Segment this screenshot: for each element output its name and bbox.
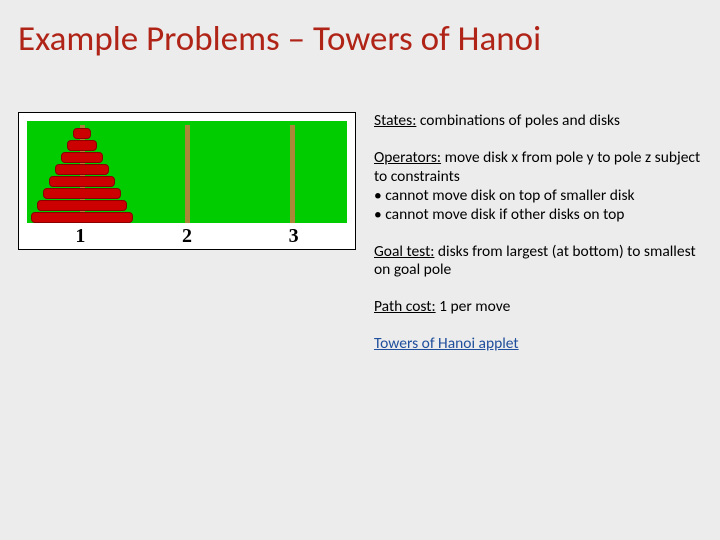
pole-2 <box>185 125 190 223</box>
goal-para: Goal test: disks from largest (at bottom… <box>374 243 706 281</box>
pole-label-2: 2 <box>134 223 241 249</box>
states-body: combinations of poles and disks <box>416 111 620 130</box>
disk-4 <box>55 164 109 175</box>
operators-label: Operators: <box>374 148 441 167</box>
slide-title: Example Problems – Towers of Hanoi <box>0 0 720 60</box>
applet-link[interactable]: Towers of Hanoi applet <box>374 334 519 353</box>
hanoi-figure: 1 2 3 <box>18 112 356 372</box>
disk-5 <box>49 176 115 187</box>
path-para: Path cost: 1 per move <box>374 298 706 317</box>
disk-7 <box>37 200 127 211</box>
path-label: Path cost: <box>374 297 436 316</box>
path-body: 1 per move <box>436 297 511 316</box>
states-para: States: combinations of poles and disks <box>374 112 706 131</box>
disk-8 <box>31 212 133 223</box>
operators-bullet-2: • cannot move disk if other disks on top <box>374 205 624 224</box>
hanoi-green-area <box>27 121 347 223</box>
content-row: 1 2 3 States: combinations of poles and … <box>0 60 720 372</box>
disk-1 <box>73 128 91 139</box>
operators-bullet-1: • cannot move disk on top of smaller dis… <box>374 186 635 205</box>
operators-para: Operators: move disk x from pole y to po… <box>374 149 706 225</box>
disk-6 <box>43 188 121 199</box>
text-column: States: combinations of poles and disks … <box>374 112 706 372</box>
pole-label-1: 1 <box>27 223 134 249</box>
disk-2 <box>67 140 97 151</box>
link-para: Towers of Hanoi applet <box>374 335 706 354</box>
pole-3 <box>290 125 295 223</box>
states-label: States: <box>374 111 416 130</box>
hanoi-box: 1 2 3 <box>18 112 356 250</box>
pole-label-3: 3 <box>240 223 347 249</box>
pole-labels-row: 1 2 3 <box>27 223 347 249</box>
disk-3 <box>61 152 103 163</box>
goal-label: Goal test: <box>374 242 434 261</box>
